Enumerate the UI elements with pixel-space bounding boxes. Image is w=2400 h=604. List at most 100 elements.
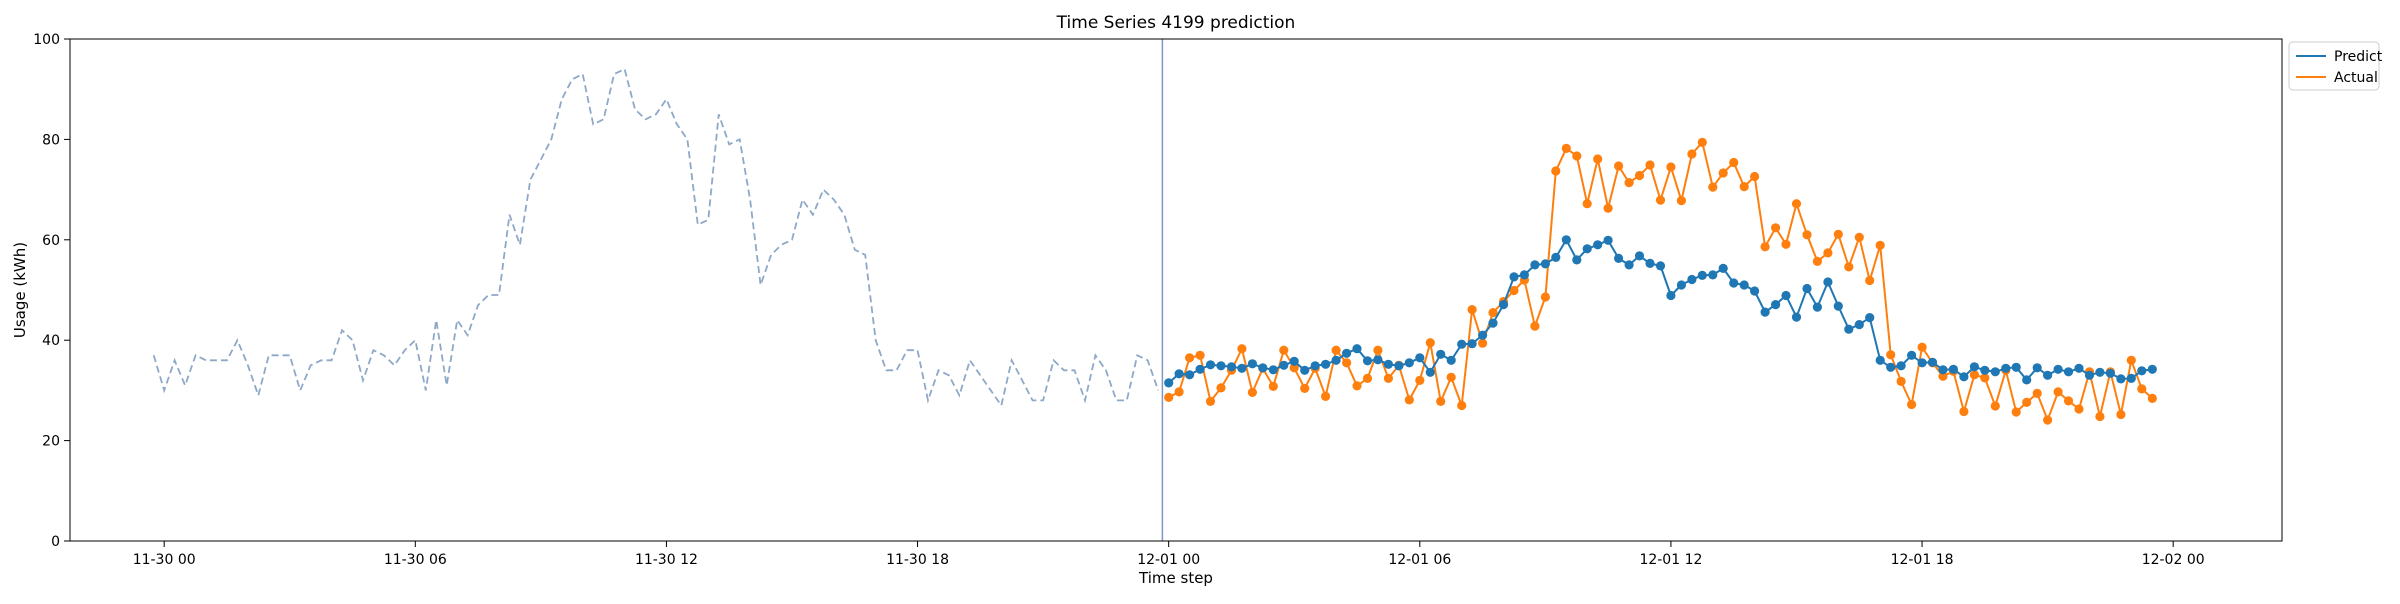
data-point-predict [2043,370,2053,380]
x-tick-label: 11-30 06 [384,552,447,568]
data-point-predict [1394,361,1404,371]
data-point-predict [1258,363,1268,373]
data-point-predict [1645,258,1655,268]
data-point-predict [1572,255,1582,265]
data-point-predict [1896,361,1906,371]
data-point-predict [2011,362,2021,372]
data-point-predict [1781,290,1791,301]
data-point-actual [1509,285,1519,296]
data-point-actual [2022,397,2032,407]
chart-title: Time Series 4199 prediction [1056,13,1296,33]
data-point-predict [1739,280,1749,290]
data-point-actual [1614,161,1624,171]
y-tick-label: 80 [42,132,60,148]
data-point-actual [1634,170,1645,181]
data-point-predict [1551,252,1561,262]
data-point-predict [1436,349,1446,359]
series-line-actual [1168,140,2153,423]
data-point-predict [1362,356,1373,366]
data-point-predict [1750,286,1760,296]
data-point-predict [1478,330,1488,340]
data-point-predict [1509,272,1519,282]
data-point-predict [1300,365,1310,375]
data-point-predict [1205,360,1216,370]
data-point-predict [1425,367,1435,377]
data-point-actual [1844,262,1854,272]
data-point-predict [2105,368,2115,378]
data-point-actual [1342,358,1352,368]
data-point-actual [1802,230,1812,240]
y-tick-label: 40 [42,333,60,349]
data-point-actual [1404,395,1414,405]
y-tick-label: 0 [51,534,60,550]
data-point-actual [2043,415,2053,425]
data-point-actual [1530,321,1540,331]
data-point-actual [1362,373,1373,383]
legend-label-predict: Predict [2334,49,2383,65]
data-point-actual [1708,182,1718,192]
data-point-actual [2032,388,2042,398]
data-point-predict [1488,318,1498,328]
data-point-actual [1174,387,1184,397]
data-point-predict [2063,367,2074,377]
data-point-predict [1990,367,2000,377]
data-point-actual [1352,381,1362,391]
data-point-actual [1760,242,1770,252]
data-point-actual [1457,400,1467,411]
y-tick-label: 20 [42,434,60,450]
data-point-predict [2137,366,2147,376]
data-point-predict [1561,235,1571,245]
data-point-predict [2126,373,2136,383]
data-point-actual [1383,373,1393,383]
history-line [152,67,1160,408]
data-point-predict [1446,355,1456,365]
data-point-predict [1331,355,1341,365]
data-point-predict [1771,300,1781,310]
data-point-predict [2032,363,2042,373]
data-point-predict [1321,359,1331,369]
data-point-predict [1666,290,1676,301]
y-tick-label: 60 [42,233,60,249]
data-point-predict [1907,350,1917,360]
data-point-actual [1216,383,1226,393]
data-point-actual [1205,396,1216,406]
data-point-predict [1718,263,1728,273]
data-point-predict [1938,365,1948,375]
data-point-predict [2053,364,2063,374]
data-point-actual [1969,370,1979,380]
data-point-actual [1687,149,1697,159]
data-point-actual [1195,350,1205,360]
data-point-actual [1478,338,1488,348]
x-axis-label: Time step [1138,569,1213,587]
data-point-predict [1760,307,1770,317]
data-point-predict [1195,364,1205,374]
data-point-actual [1645,160,1655,170]
data-point-predict [1687,274,1697,285]
data-point-predict [1708,270,1718,280]
data-point-predict [1342,348,1352,358]
data-point-actual [1582,199,1592,209]
data-point-predict [1530,260,1540,270]
data-point-predict [2084,370,2095,380]
data-point-actual [1666,162,1676,172]
data-point-actual [1980,373,1990,383]
data-point-predict [1383,359,1393,369]
x-tick-label: 12-01 06 [1388,552,1451,568]
data-point-predict [2001,363,2011,373]
data-point-predict [1174,369,1184,379]
data-point-actual [1990,401,2000,411]
plot-area [152,39,2157,541]
data-point-actual [1247,387,1257,397]
data-point-predict [1310,361,1320,371]
data-point-predict [2116,374,2126,384]
data-point-predict [2147,364,2157,374]
data-point-predict [1697,270,1707,280]
data-point-actual [1697,137,1707,147]
x-tick-label: 11-30 00 [133,552,196,568]
data-point-predict [1927,357,1938,367]
data-point-actual [1425,338,1435,348]
x-tick-label: 11-30 12 [635,552,698,568]
x-tick-label: 12-01 12 [1639,552,1702,568]
data-point-predict [1185,370,1195,380]
data-point-actual [1823,248,1833,258]
